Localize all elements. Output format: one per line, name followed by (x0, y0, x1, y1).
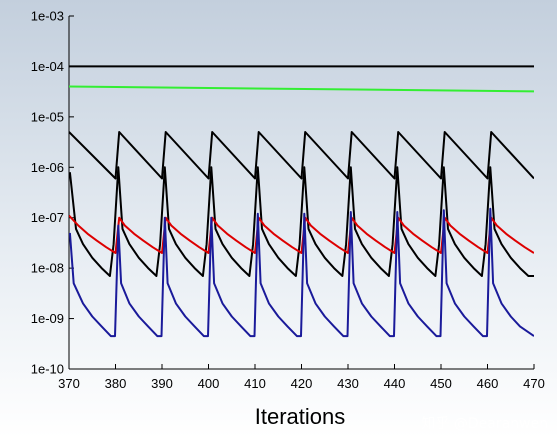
x-tick-label: 430 (337, 376, 359, 391)
series-line-4 (69, 166, 534, 277)
x-axis-title: Iterations (255, 404, 346, 429)
y-tick-label: 1e-03 (31, 9, 64, 24)
x-tick-label: 460 (477, 376, 499, 391)
y-tick-label: 1e-04 (31, 59, 64, 74)
x-tick-label: 470 (523, 376, 545, 391)
x-tick-label: 370 (58, 376, 80, 391)
x-tick-label: 410 (244, 376, 266, 391)
x-tick-label: 390 (151, 376, 173, 391)
x-tick-label: 440 (384, 376, 406, 391)
y-tick-label: 1e-07 (31, 210, 64, 225)
y-tick-label: 1e-06 (31, 160, 64, 175)
y-tick-label: 1e-10 (31, 362, 64, 377)
watermark: 知乎 @Dearanwen (421, 415, 548, 432)
series-line-2 (69, 85, 534, 93)
x-tick-label: 380 (105, 376, 127, 391)
watermark-text: 知乎 @Dearanwen (421, 415, 548, 432)
series-line-3 (69, 131, 534, 180)
y-tick-label: 1e-08 (31, 261, 64, 276)
x-tick-label: 420 (291, 376, 313, 391)
x-tick-label: 450 (430, 376, 452, 391)
y-tick-label: 1e-09 (31, 311, 64, 326)
series-line-6 (69, 207, 534, 338)
y-tick-label: 1e-05 (31, 109, 64, 124)
x-tick-label: 400 (198, 376, 220, 391)
